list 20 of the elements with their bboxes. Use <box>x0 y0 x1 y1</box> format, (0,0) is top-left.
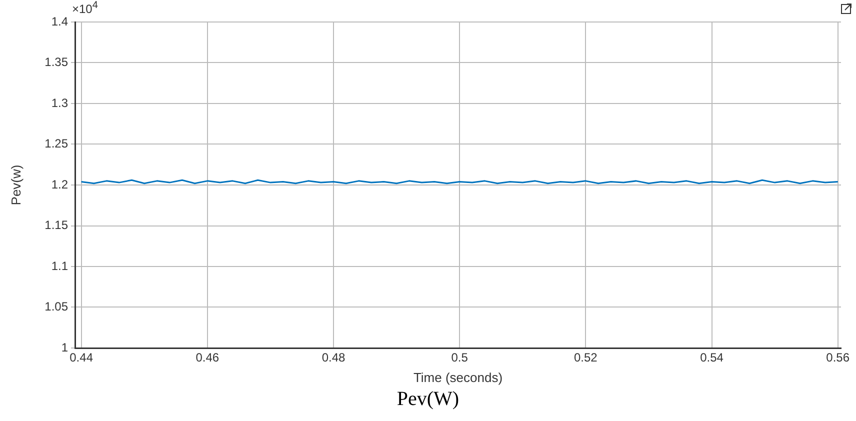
y-tick-label: 1.1 <box>51 258 68 273</box>
text: ×10$^{4}$ <box>72 0 98 16</box>
text: Pev(W) <box>396 388 460 411</box>
y-tick-label: 1.35 <box>44 55 68 70</box>
x-tick-label: 0.44 <box>70 350 94 365</box>
y-tick-label: 1.4 <box>51 14 68 28</box>
y-axis-title: Pev(w) <box>8 164 24 206</box>
x-tick-label: 0.56 <box>826 350 850 365</box>
y-tick-label: 1.15 <box>44 218 68 232</box>
x-tick-label: 0.5 <box>451 350 468 365</box>
x-axis-title: Time (seconds) <box>413 370 503 385</box>
y-tick-label: 1 <box>61 340 68 354</box>
x-tick-label: 0.52 <box>574 350 598 365</box>
y-tick-label: 1.25 <box>44 136 68 151</box>
x-tick-label: 0.48 <box>322 350 346 365</box>
y-tick-label: 1.2 <box>51 177 68 192</box>
y-tick-label: 1.3 <box>51 96 68 110</box>
x-tick-label: 0.54 <box>700 350 724 365</box>
x-tick-label: 0.46 <box>196 350 220 365</box>
y-tick-label: 1.05 <box>44 300 68 314</box>
